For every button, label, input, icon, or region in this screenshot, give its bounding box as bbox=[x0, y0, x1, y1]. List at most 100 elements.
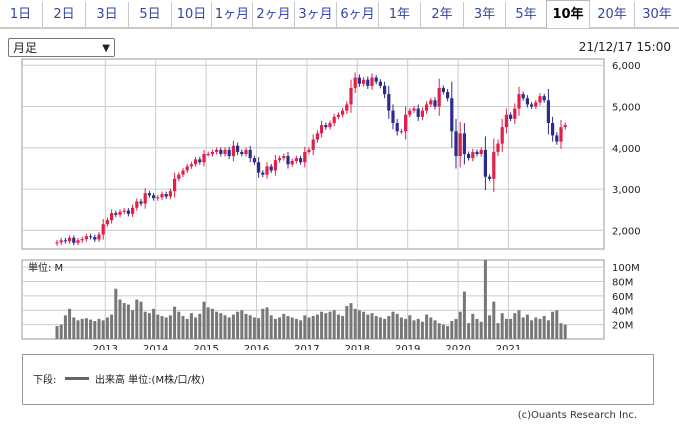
volume-bar bbox=[290, 317, 294, 339]
volume-bar bbox=[168, 315, 172, 339]
candle-body bbox=[513, 108, 517, 119]
candle-body bbox=[286, 156, 290, 165]
legend-box: 下段: 出来高 単位:(M株/口/枚) bbox=[22, 354, 654, 405]
tab-11[interactable]: 3年 bbox=[463, 2, 505, 28]
volume-bar bbox=[349, 303, 353, 339]
tab-2[interactable]: 3日 bbox=[85, 2, 128, 28]
volume-bar bbox=[93, 321, 97, 339]
volume-bar bbox=[236, 311, 240, 339]
candle-body bbox=[89, 236, 93, 238]
tab-10[interactable]: 2年 bbox=[420, 2, 463, 28]
volume-bar bbox=[206, 307, 210, 339]
candle-body bbox=[530, 104, 534, 107]
volume-unit-label: 単位: M bbox=[28, 261, 63, 274]
volume-bar bbox=[559, 323, 563, 339]
tab-3[interactable]: 5日 bbox=[128, 2, 171, 28]
volume-bar bbox=[257, 318, 261, 339]
candle-body bbox=[206, 154, 210, 155]
volume-bar bbox=[387, 316, 391, 339]
candle-body bbox=[265, 166, 269, 175]
candle-body bbox=[185, 166, 189, 171]
volume-bar bbox=[500, 313, 504, 339]
candle-body bbox=[118, 211, 122, 215]
volume-bar bbox=[147, 313, 151, 339]
tab-5[interactable]: 1ヶ月 bbox=[211, 2, 252, 28]
volume-bar bbox=[357, 310, 361, 339]
volume-bar bbox=[374, 316, 378, 339]
volume-bar bbox=[202, 301, 206, 339]
timestamp: 21/12/17 15:00 bbox=[578, 40, 671, 54]
x-tick-label: 2015 bbox=[193, 344, 218, 350]
volume-bar bbox=[530, 320, 534, 339]
volume-bar bbox=[437, 323, 441, 339]
volume-bar bbox=[420, 321, 424, 339]
tab-0[interactable]: 1日 bbox=[0, 2, 41, 28]
candle-body bbox=[84, 236, 88, 240]
candle-body bbox=[105, 220, 109, 225]
volume-bar bbox=[143, 311, 147, 339]
tab-7[interactable]: 3ヶ月 bbox=[294, 2, 336, 28]
price-tick-label: 4,000 bbox=[612, 144, 641, 155]
x-tick-label: 2019 bbox=[395, 344, 420, 350]
tab-4[interactable]: 10日 bbox=[171, 2, 211, 28]
period-select[interactable]: 月足 ▼ bbox=[8, 38, 115, 57]
volume-bar bbox=[462, 291, 466, 339]
candle-body bbox=[551, 123, 555, 136]
tab-15[interactable]: 30年 bbox=[634, 2, 679, 28]
candle-body bbox=[408, 110, 412, 115]
credit: (c)Ouants Research Inc. bbox=[517, 410, 637, 421]
candle-body bbox=[219, 149, 223, 154]
candle-body bbox=[198, 159, 202, 163]
volume-bar bbox=[458, 311, 462, 339]
candle-body bbox=[303, 151, 307, 163]
candle-body bbox=[252, 158, 256, 163]
candle-body bbox=[345, 104, 349, 111]
price-plot-frame bbox=[21, 58, 605, 250]
volume-bar bbox=[63, 315, 67, 339]
candle-body bbox=[93, 237, 97, 240]
volume-bar bbox=[97, 318, 101, 339]
tab-14[interactable]: 20年 bbox=[589, 2, 634, 28]
candle-body bbox=[370, 77, 374, 86]
volume-bar bbox=[89, 319, 93, 339]
candle-body bbox=[168, 191, 172, 197]
candle-body bbox=[509, 114, 513, 119]
volume-bar bbox=[231, 314, 235, 339]
candle-body bbox=[521, 94, 525, 99]
candle-body bbox=[135, 201, 139, 208]
candle-body bbox=[332, 116, 336, 124]
period-select-value: 月足 bbox=[13, 41, 38, 55]
candle-body bbox=[387, 94, 391, 111]
tab-8[interactable]: 6ヶ月 bbox=[336, 2, 378, 28]
volume-bar bbox=[76, 320, 80, 339]
volume-bar bbox=[219, 313, 223, 339]
volume-bar bbox=[135, 299, 139, 339]
tab-6[interactable]: 2ヶ月 bbox=[252, 2, 294, 28]
candle-body bbox=[290, 161, 294, 165]
volume-bar bbox=[425, 314, 429, 339]
candle-body bbox=[362, 79, 366, 84]
candle-body bbox=[282, 156, 286, 159]
candle-body bbox=[475, 151, 479, 154]
candle-body bbox=[349, 87, 353, 105]
tab-12[interactable]: 5年 bbox=[505, 2, 546, 28]
x-tick-label: 2021 bbox=[496, 344, 521, 350]
tab-1[interactable]: 2日 bbox=[42, 2, 85, 28]
volume-bar bbox=[429, 317, 433, 339]
volume-bar bbox=[156, 314, 160, 339]
candle-body bbox=[59, 240, 63, 243]
candle-body bbox=[429, 100, 433, 105]
candle-body bbox=[311, 139, 315, 150]
volume-bar bbox=[408, 315, 412, 339]
volume-bar bbox=[198, 313, 202, 339]
tab-9[interactable]: 1年 bbox=[378, 2, 420, 28]
candle-body bbox=[210, 151, 214, 154]
volume-bar bbox=[68, 308, 72, 339]
legend-volume-label: 出来高 単位:(M株/口/枚) bbox=[95, 375, 205, 386]
volume-bar bbox=[341, 316, 345, 339]
volume-bar bbox=[504, 318, 508, 339]
candle-body bbox=[97, 234, 101, 240]
candle-body bbox=[563, 125, 567, 128]
candle-body bbox=[488, 176, 492, 179]
price-tick-label: 5,000 bbox=[612, 103, 641, 114]
